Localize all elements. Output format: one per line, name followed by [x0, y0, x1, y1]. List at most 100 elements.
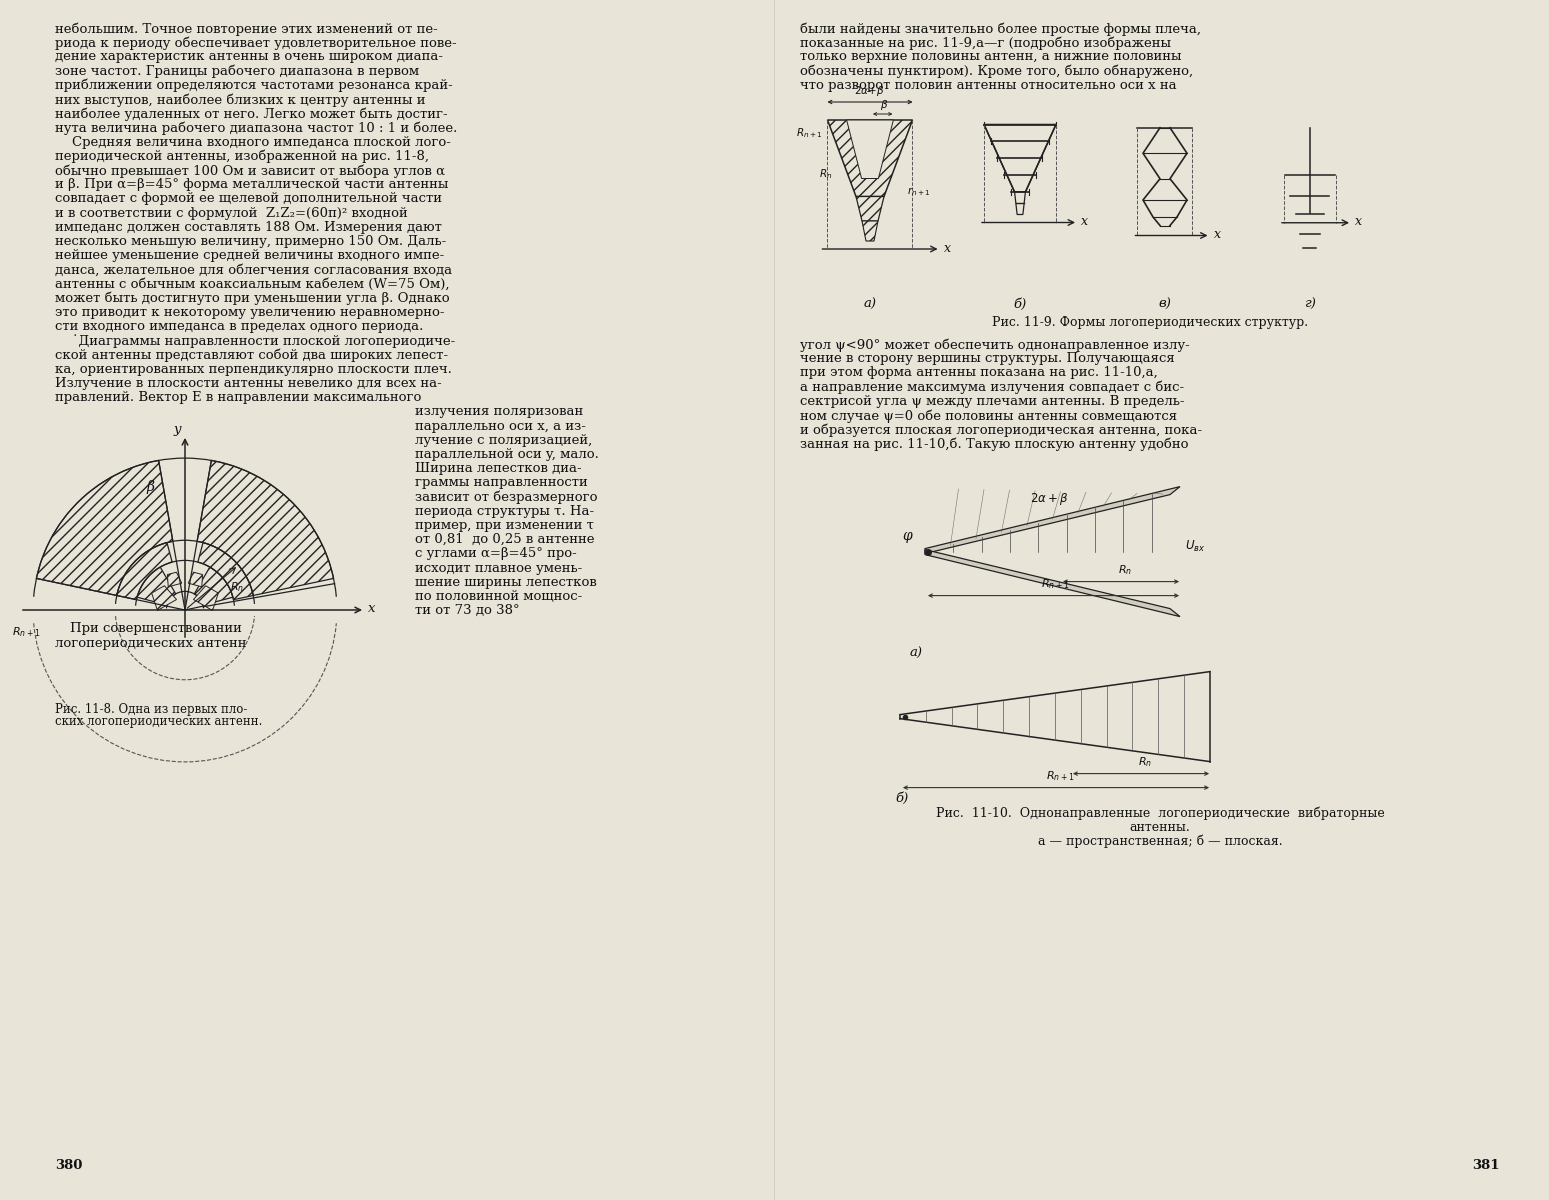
Text: а): а) — [863, 298, 877, 311]
Polygon shape — [37, 461, 173, 595]
Text: пример, при изменении τ: пример, при изменении τ — [415, 520, 593, 532]
Text: Рис. 11-8. Одна из первых пло-: Рис. 11-8. Одна из первых пло- — [56, 702, 248, 715]
Polygon shape — [984, 125, 1056, 192]
Polygon shape — [198, 542, 252, 600]
Text: $R_{n+1}$: $R_{n+1}$ — [1041, 577, 1069, 590]
Polygon shape — [194, 586, 218, 611]
Text: β: β — [147, 480, 155, 493]
Polygon shape — [138, 568, 175, 605]
Text: При совершенствовании: При совершенствовании — [70, 623, 242, 636]
Text: зависит от безразмерного: зависит от безразмерного — [415, 491, 598, 504]
Text: периода структуры τ. На-: периода структуры τ. На- — [415, 505, 595, 518]
Text: были найдены значительно более простые формы плеча,: были найдены значительно более простые ф… — [799, 22, 1200, 36]
Text: зоне частот. Границы рабочего диапазона в первом: зоне частот. Границы рабочего диапазона … — [56, 65, 420, 78]
Text: y: y — [173, 422, 181, 436]
Text: с углами α=β=45° про-: с углами α=β=45° про- — [415, 547, 576, 560]
Text: а направление максимума излучения совпадает с бис-: а направление максимума излучения совпад… — [799, 380, 1183, 394]
Text: ских логопериодических антенн.: ских логопериодических антенн. — [56, 715, 262, 728]
Text: исходит плавное умень-: исходит плавное умень- — [415, 562, 582, 575]
Text: сектрисой угла ψ между плечами антенны. В предель-: сектрисой угла ψ между плечами антенны. … — [799, 395, 1185, 408]
Polygon shape — [152, 586, 177, 611]
Text: $R_n$: $R_n$ — [1118, 563, 1132, 577]
Text: правлений. Вектор Е в направлении максимального: правлений. Вектор Е в направлении максим… — [56, 391, 421, 404]
Text: x: x — [1355, 215, 1362, 228]
Text: $R_n$: $R_n$ — [819, 167, 832, 181]
Text: Рис.  11-10.  Однонаправленные  логопериодические  вибраторные: Рис. 11-10. Однонаправленные логопериоди… — [936, 806, 1385, 820]
Text: $R_{n+1}$: $R_{n+1}$ — [12, 625, 40, 638]
Polygon shape — [167, 572, 181, 587]
Text: занная на рис. 11-10,б. Такую плоскую антенну удобно: занная на рис. 11-10,б. Такую плоскую ан… — [799, 438, 1188, 451]
Polygon shape — [827, 120, 912, 197]
Text: что разворот половин антенны относительно оси x на: что разворот половин антенны относительн… — [799, 79, 1177, 92]
Text: обычно превышает 100 Ом и зависит от выбора углов α: обычно превышает 100 Ом и зависит от выб… — [56, 164, 445, 178]
Text: при этом форма антенны показана на рис. 11-10,а,: при этом форма антенны показана на рис. … — [799, 366, 1157, 379]
Text: только верхние половины антенн, а нижние половины: только верхние половины антенн, а нижние… — [799, 50, 1182, 64]
Text: дение характеристик антенны в очень широком диапа-: дение характеристик антенны в очень широ… — [56, 50, 443, 64]
Text: $R_{n+1}$: $R_{n+1}$ — [1046, 769, 1073, 782]
Text: $2\alpha\!+\!\beta$: $2\alpha\!+\!\beta$ — [855, 84, 886, 98]
Text: φ: φ — [902, 529, 912, 542]
Text: параллельно оси x, а из-: параллельно оси x, а из- — [415, 420, 586, 433]
Text: 381: 381 — [1473, 1159, 1499, 1172]
Text: ном случае ψ=0 обе половины антенны совмещаются: ном случае ψ=0 обе половины антенны совм… — [799, 409, 1177, 422]
Text: показанные на рис. 11-9,а—г (подробно изображены: показанные на рис. 11-9,а—г (подробно из… — [799, 36, 1171, 49]
Text: а — пространственная; б — плоская.: а — пространственная; б — плоская. — [1038, 835, 1283, 848]
Text: ской антенны представляют собой два широких лепест-: ской антенны представляют собой два широ… — [56, 349, 448, 362]
Text: ˙Диаграммы направленности плоской логопериодиче-: ˙Диаграммы направленности плоской логопе… — [56, 335, 455, 348]
Text: граммы направленности: граммы направленности — [415, 476, 587, 490]
Text: логопериодических антенн: логопериодических антенн — [56, 637, 246, 649]
Text: $2\alpha+\beta$: $2\alpha+\beta$ — [1030, 491, 1069, 506]
Text: них выступов, наиболее близких к центру антенны и: них выступов, наиболее близких к центру … — [56, 94, 426, 107]
Polygon shape — [925, 550, 1180, 617]
Text: угол ψ<90° может обеспечить однонаправленное излу-: угол ψ<90° может обеспечить однонаправле… — [799, 338, 1190, 352]
Text: $R_n$: $R_n$ — [1139, 755, 1152, 769]
Polygon shape — [925, 487, 1180, 553]
Text: чение в сторону вершины структуры. Получающаяся: чение в сторону вершины структуры. Получ… — [799, 353, 1174, 365]
Text: обозначены пунктиром). Кроме того, было обнаружено,: обозначены пунктиром). Кроме того, было … — [799, 65, 1193, 78]
Text: от 0,81  до 0,25 в антенне: от 0,81 до 0,25 в антенне — [415, 533, 595, 546]
Text: а): а) — [909, 647, 923, 660]
Text: x: x — [369, 601, 375, 614]
Text: данса, желательное для облегчения согласования входа: данса, желательное для облегчения соглас… — [56, 264, 452, 276]
Text: Излучение в плоскости антенны невелико для всех на-: Излучение в плоскости антенны невелико д… — [56, 377, 441, 390]
Polygon shape — [861, 221, 878, 241]
Polygon shape — [189, 572, 203, 587]
Text: излучения поляризован: излучения поляризован — [415, 406, 584, 419]
Polygon shape — [857, 197, 884, 221]
Text: ти от 73 до 38°: ти от 73 до 38° — [415, 605, 519, 617]
Text: x: x — [1213, 228, 1221, 241]
Text: лучение с поляризацией,: лучение с поляризацией, — [415, 434, 592, 446]
Text: может быть достигнуто при уменьшении угла β. Однако: может быть достигнуто при уменьшении угл… — [56, 292, 449, 305]
Polygon shape — [197, 461, 333, 595]
Text: нута величина рабочего диапазона частот 10 : 1 и более.: нута величина рабочего диапазона частот … — [56, 121, 457, 134]
Text: ка, ориентированных перпендикулярно плоскости плеч.: ка, ориентированных перпендикулярно плос… — [56, 362, 452, 376]
Text: и образуется плоская логопериодическая антенна, пока-: и образуется плоская логопериодическая а… — [799, 424, 1202, 437]
Text: и в соответствии с формулой  Z₁Z₂=(60π)² входной: и в соответствии с формулой Z₁Z₂=(60π)² … — [56, 206, 407, 220]
Text: несколько меньшую величину, примерно 150 Ом. Даль-: несколько меньшую величину, примерно 150… — [56, 235, 446, 248]
Text: это приводит к некоторому увеличению неравномерно-: это приводит к некоторому увеличению нер… — [56, 306, 445, 319]
Text: и β. При α=β=45° форма металлической части антенны: и β. При α=β=45° форма металлической час… — [56, 179, 448, 191]
Text: параллельной оси y, мало.: параллельной оси y, мало. — [415, 448, 599, 461]
Text: антенны.: антенны. — [1129, 821, 1190, 834]
Text: $r_{n+1}$: $r_{n+1}$ — [908, 186, 931, 198]
Text: импеданс должен составлять 188 Ом. Измерения дают: импеданс должен составлять 188 Ом. Измер… — [56, 221, 441, 234]
Text: совпадает с формой ее щелевой дополнительной части: совпадает с формой ее щелевой дополнител… — [56, 192, 441, 205]
Text: б): б) — [895, 792, 908, 805]
Text: $\beta$: $\beta$ — [880, 98, 888, 112]
Text: x: x — [1081, 215, 1087, 228]
Polygon shape — [1015, 192, 1025, 215]
Polygon shape — [116, 542, 172, 600]
Text: Ширина лепестков диа-: Ширина лепестков диа- — [415, 462, 581, 475]
Text: периодической антенны, изображенной на рис. 11-8,: периодической антенны, изображенной на р… — [56, 150, 429, 163]
Text: нейшее уменьшение средней величины входного импе-: нейшее уменьшение средней величины входн… — [56, 250, 445, 263]
Polygon shape — [847, 120, 894, 179]
Text: x: x — [943, 241, 951, 254]
Text: сти входного импеданса в пределах одного периода.: сти входного импеданса в пределах одного… — [56, 320, 423, 334]
Text: 380: 380 — [56, 1159, 82, 1172]
Text: антенны с обычным коаксиальным кабелем (W=75 Ом),: антенны с обычным коаксиальным кабелем (… — [56, 277, 449, 290]
Text: наиболее удаленных от него. Легко может быть достиг-: наиболее удаленных от него. Легко может … — [56, 107, 448, 121]
Text: приближении определяются частотами резонанса край-: приближении определяются частотами резон… — [56, 79, 452, 92]
Text: Средняя величина входного импеданса плоской лого-: Средняя величина входного импеданса плос… — [56, 136, 451, 149]
Polygon shape — [194, 568, 232, 605]
Text: $U_{вх}$: $U_{вх}$ — [1185, 539, 1205, 554]
